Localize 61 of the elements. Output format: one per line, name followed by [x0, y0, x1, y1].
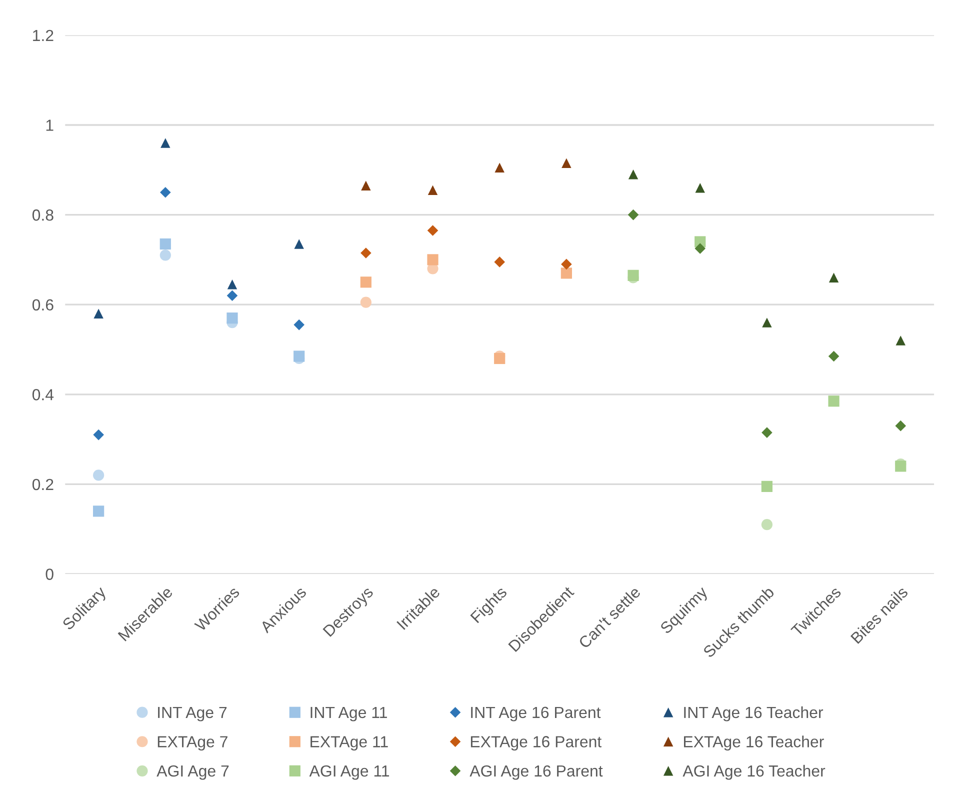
- point: [226, 290, 238, 302]
- point: [360, 248, 372, 258]
- point: [226, 312, 238, 324]
- legend-label: EXTAge 11: [310, 736, 388, 751]
- legend-label: INT Age 16 Teacher: [684, 706, 824, 722]
- legend-label: INT Age 11: [310, 706, 387, 722]
- point: [227, 280, 238, 290]
- point: [828, 396, 840, 407]
- legend-label: INT Age 7: [158, 706, 227, 722]
- point: [761, 480, 773, 492]
- point: [761, 519, 773, 530]
- point: [896, 336, 906, 346]
- point: [561, 258, 572, 270]
- point: [494, 352, 506, 364]
- legend-label: EXTAge 7: [158, 736, 228, 751]
- point: [361, 180, 371, 190]
- point: [93, 429, 104, 440]
- point: [628, 270, 639, 281]
- point: [762, 318, 772, 328]
- point: [94, 308, 104, 318]
- y-tick-label: 1: [46, 120, 54, 131]
- point: [494, 162, 504, 173]
- point: [895, 460, 906, 472]
- point: [560, 268, 572, 279]
- point: [427, 254, 438, 266]
- point: [360, 276, 372, 288]
- point: [294, 319, 304, 330]
- legend-label: AGI Age 16 Teacher: [682, 764, 826, 780]
- y-tick-label: 0.6: [32, 299, 54, 311]
- point: [762, 427, 772, 438]
- legend-label: AGI Age 11: [309, 765, 390, 780]
- point: [294, 350, 305, 362]
- y-tick-label: 0.2: [32, 478, 54, 490]
- point: [360, 296, 372, 308]
- point: [294, 239, 304, 249]
- point: [828, 272, 839, 283]
- point: [628, 209, 639, 220]
- point: [428, 185, 438, 195]
- point: [160, 250, 171, 261]
- legend-label: AGI Age 7: [156, 765, 229, 780]
- point: [694, 243, 706, 254]
- point: [427, 225, 438, 236]
- point: [895, 420, 906, 432]
- y-tick-label: 0.4: [32, 389, 54, 400]
- y-tick-label: 0: [46, 568, 54, 580]
- legend-label: INT Age 16 Parent: [471, 706, 601, 722]
- point: [562, 158, 572, 168]
- point: [628, 170, 638, 180]
- point: [494, 256, 505, 268]
- point: [93, 506, 104, 517]
- point: [828, 350, 840, 362]
- point: [160, 186, 171, 198]
- y-tick-label: 1.2: [33, 30, 54, 41]
- point: [160, 238, 171, 250]
- legend-label: EXTAge 16 Parent: [470, 736, 602, 751]
- y-tick-label: 0.8: [32, 209, 54, 221]
- point: [160, 138, 170, 148]
- point: [695, 183, 705, 193]
- legend-label: AGI Age 16 Parent: [470, 765, 603, 780]
- legend-label: EXTAge 16 Teacher: [684, 736, 824, 751]
- point: [93, 470, 104, 481]
